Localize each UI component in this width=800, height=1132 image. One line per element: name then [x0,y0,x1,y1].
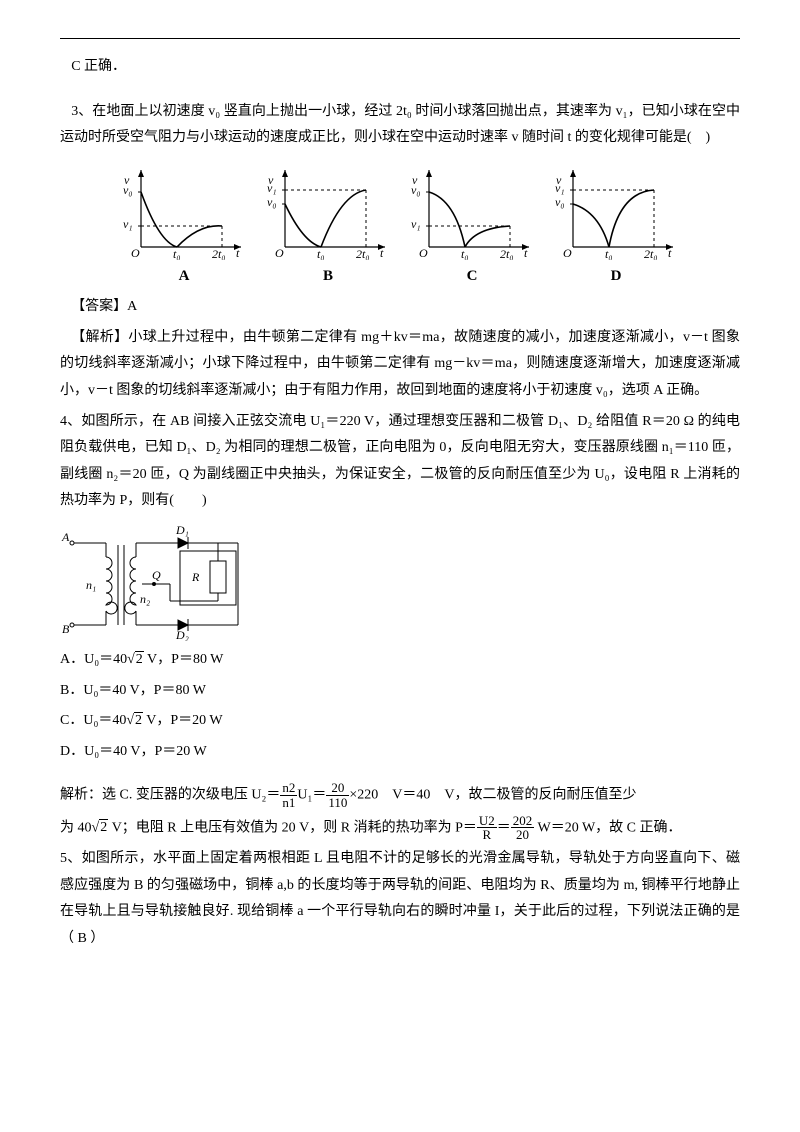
q4-explanation-1: 解析：选 C. 变压器的次级电压 U₂＝n2n1U₁＝20110×220 V＝4… [60,781,740,809]
frac3-d: R [477,828,497,842]
graph-b: v v₁ v₀ O t₀ 2t₀ t B [263,162,393,291]
svg-text:v₁: v₁ [267,181,277,195]
svg-text:D₂: D₂ [175,628,189,641]
q3-explanation: 【解析】小球上升过程中，由牛顿第二定律有 mg＋kv＝ma，故随速度的减小，加速… [60,325,740,405]
svg-text:2t₀: 2t₀ [500,247,514,260]
q4-expl-1a: 解析：选 C. 变压器的次级电压 U₂＝ [60,788,280,803]
svg-text:t: t [668,246,672,260]
graph-c-label: C [407,262,537,291]
q3-answer: 【答案】A [60,294,740,321]
svg-text:O: O [275,246,284,260]
svg-text:v₁: v₁ [123,217,133,231]
q4-opt-b: B．U₀＝40 V，P＝80 W [60,678,740,705]
q4-expl-2eq: ＝ [497,820,511,835]
frac4-n: 202 [511,814,535,829]
q4-explanation-2: 为 40√2 V；电阻 R 上电压有效值为 20 V，则 R 消耗的热功率为 P… [60,814,740,842]
svg-text:A: A [61,530,70,544]
svg-text:t₀: t₀ [173,247,181,260]
frac2-d: 110 [326,796,349,810]
svg-text:v₀: v₀ [267,195,277,209]
svg-text:2t₀: 2t₀ [356,247,370,260]
svg-text:R: R [191,570,200,584]
frac2-n: 20 [326,781,349,796]
q3-text: 3、在地面上以初速度 v₀ 竖直向上抛出一小球，经过 2t₀ 时间小球落回抛出点… [60,99,740,152]
q4-expl-1c: ×220 V＝40 V，故二极管的反向耐压值至少 [349,788,636,803]
svg-text:n₁: n₁ [86,578,96,592]
svg-text:O: O [419,246,428,260]
svg-text:Q: Q [152,568,161,582]
graph-d: v v₁ v₀ O t₀ 2t₀ t D [551,162,681,291]
svg-text:O: O [131,246,140,260]
svg-text:v₀: v₀ [555,195,565,209]
svg-text:2t₀: 2t₀ [212,247,226,260]
svg-text:t: t [524,246,528,260]
frac3-n: U2 [477,814,497,829]
graph-a: v v₀ v₁ O t₀ 2t₀ t A [119,162,249,291]
frac1-d: n1 [280,796,297,810]
svg-text:v₁: v₁ [411,217,421,231]
q4-text: 4、如图所示，在 AB 间接入正弦交流电 U₁＝220 V，通过理想变压器和二极… [60,409,740,515]
q5-text: 5、如图所示，水平面上固定着两根相距 L 且电阻不计的足够长的光滑金属导轨，导轨… [60,846,740,952]
q4-expl-1b: U₁＝ [297,788,326,803]
q4-opt-d: D．U₀＝40 V，P＝20 W [60,739,740,766]
q3-graphs: v v₀ v₁ O t₀ 2t₀ t A [60,162,740,291]
svg-text:t₀: t₀ [317,247,325,260]
svg-text:2t₀: 2t₀ [644,247,658,260]
svg-text:v₀: v₀ [123,183,133,197]
q4-opt-a: A．U₀＝40√2 V，P＝80 W [60,647,740,674]
graph-a-label: A [119,262,249,291]
svg-text:D₁: D₁ [175,523,189,537]
frac4-d: 20 [511,828,535,842]
svg-text:t₀: t₀ [605,247,613,260]
svg-text:t: t [236,246,240,260]
svg-text:t₀: t₀ [461,247,469,260]
q4-opt-c: C．U₀＝40√2 V，P＝20 W [60,708,740,735]
svg-text:t: t [380,246,384,260]
svg-text:B: B [62,622,70,636]
graph-d-label: D [551,262,681,291]
graph-b-label: B [263,262,393,291]
svg-text:v₀: v₀ [411,183,421,197]
frac1-n: n2 [280,781,297,796]
graph-c: v v₀ v₁ O t₀ 2t₀ t C [407,162,537,291]
svg-text:n₂: n₂ [140,592,150,606]
q4-circuit: A B n₁ n₂ [60,521,740,641]
svg-text:v₁: v₁ [555,181,565,195]
q4-expl-2c: W＝20 W，故 C 正确． [534,820,681,835]
svg-text:O: O [563,246,572,260]
c-correct: C 正确． [60,54,740,81]
page: C 正确． 3、在地面上以初速度 v₀ 竖直向上抛出一小球，经过 2t₀ 时间小… [50,0,750,996]
